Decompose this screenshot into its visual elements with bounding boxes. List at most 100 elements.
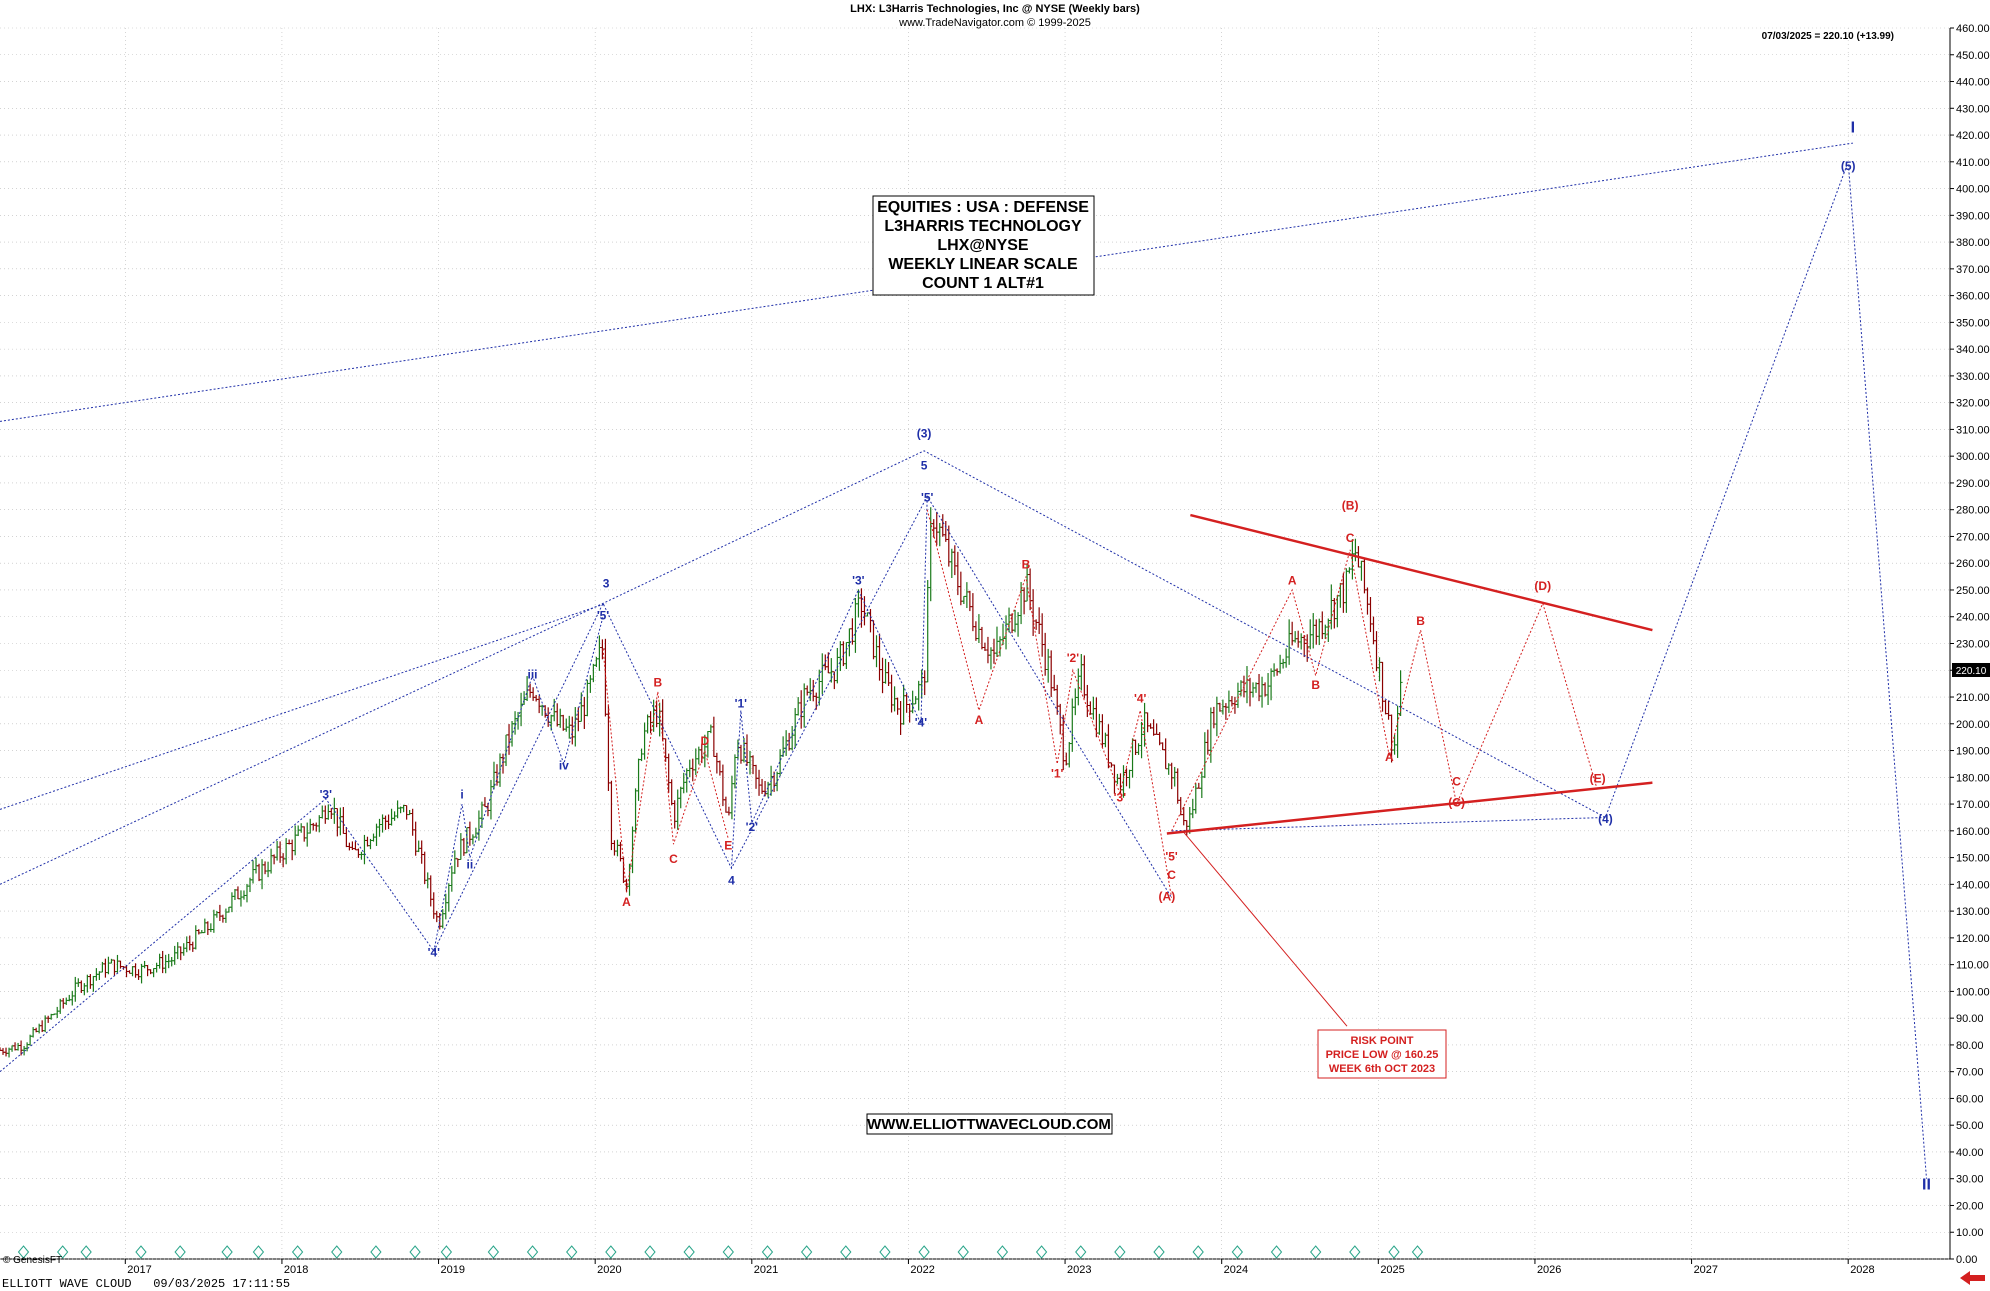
- y-tick-label: 260.00: [1956, 558, 1990, 570]
- earnings-marker-icon: [1270, 1245, 1283, 1259]
- earnings-marker-icon: [440, 1245, 453, 1259]
- earnings-marker-icon: [1310, 1245, 1322, 1259]
- y-tick-label: 370.00: [1956, 264, 1990, 276]
- wave-label: '4': [1134, 691, 1147, 705]
- blue-wave-path: [0, 495, 1172, 1073]
- y-tick-label: 180.00: [1956, 772, 1990, 784]
- price-bars: [0, 507, 1403, 1058]
- y-tick-label: 250.00: [1956, 585, 1990, 597]
- y-tick-label: 320.00: [1956, 398, 1990, 410]
- wave-label: II: [1922, 1176, 1931, 1193]
- risk-line: [1182, 830, 1348, 1027]
- earnings-marker-icon: [331, 1245, 343, 1259]
- y-tick-label: 10.00: [1956, 1227, 1984, 1239]
- wave-label: '5': [921, 491, 934, 505]
- last-price-note: 07/03/2025 = 220.10 (+13.99): [1762, 31, 1894, 42]
- y-tick-label: 80.00: [1956, 1040, 1984, 1052]
- wave-label: '3': [1114, 790, 1127, 804]
- y-tick-label: 430.00: [1956, 103, 1990, 115]
- earnings-marker-icon: [1035, 1245, 1048, 1259]
- earnings-marker-icon: [1075, 1245, 1087, 1259]
- last-price-tag: 220.10: [1952, 662, 1990, 677]
- y-tick-label: 200.00: [1956, 719, 1990, 731]
- y-tick-label: 210.00: [1956, 692, 1990, 704]
- wave-label: (3): [917, 426, 932, 440]
- y-tick-label: 40.00: [1956, 1147, 1984, 1159]
- y-tick-label: 460.00: [1956, 23, 1990, 35]
- y-tick-label: 380.00: [1956, 237, 1990, 249]
- blue-subwave-path: [433, 616, 604, 952]
- wave-label: 3: [603, 576, 610, 590]
- y-tick-label: 300.00: [1956, 451, 1990, 463]
- x-tick-label: 2028: [1850, 1264, 1874, 1276]
- earnings-marker-icon: [918, 1245, 930, 1259]
- wave-label: (A): [1159, 889, 1176, 903]
- y-tick-label: 120.00: [1956, 933, 1990, 945]
- y-tick-label: 290.00: [1956, 478, 1990, 490]
- earnings-marker-icon: [1349, 1245, 1361, 1259]
- wave-label: A: [1385, 750, 1394, 764]
- y-tick-label: 330.00: [1956, 371, 1990, 383]
- x-axis: 2017 2018 2019 2020 2021 2022 2023 2024 2025 2026…: [124, 1259, 1875, 1276]
- earnings-marker-icon: [840, 1245, 852, 1259]
- wave-label: D: [700, 734, 709, 748]
- website-box: WWW.ELLIOTTWAVECLOUD.COM: [866, 1113, 1113, 1135]
- earnings-marker-icon: [291, 1245, 304, 1259]
- wave-label: '4': [915, 715, 928, 729]
- earnings-marker-icon: [221, 1245, 233, 1259]
- wave-label: '3': [852, 574, 865, 588]
- earnings-marker-icon: [135, 1245, 147, 1259]
- wave-label: ii: [467, 857, 474, 871]
- wave-label: (4): [1598, 812, 1613, 826]
- earnings-marker-icon: [1411, 1245, 1424, 1259]
- x-tick-label: 2023: [1067, 1264, 1091, 1276]
- y-tick-label: 30.00: [1956, 1174, 1984, 1186]
- earnings-marker-icon: [17, 1245, 30, 1259]
- wave-label: '5': [597, 608, 610, 622]
- wave-label: (E): [1590, 772, 1606, 786]
- y-tick-label: 450.00: [1956, 50, 1990, 62]
- earnings-marker-icon: [370, 1245, 382, 1259]
- earnings-marker-icon: [1231, 1245, 1244, 1259]
- earnings-marker-icon: [957, 1245, 969, 1259]
- scroll-right-arrow-icon[interactable]: [1960, 1271, 1985, 1285]
- wave-label: B: [1311, 678, 1320, 692]
- y-tick-label: 420.00: [1956, 130, 1990, 142]
- earnings-marker-icon: [1114, 1245, 1126, 1259]
- wave-label: '2': [1067, 651, 1080, 665]
- info-line-4: WEEKLY LINEAR SCALE: [888, 256, 1078, 273]
- blue-channel-line: [0, 450, 1606, 885]
- x-tick-label: 2024: [1224, 1264, 1248, 1276]
- red-wave-path: [602, 648, 729, 893]
- risk-box: RISK POINT PRICE LOW @ 160.25 WEEK 6th O…: [1317, 1029, 1447, 1079]
- y-tick-label: 100.00: [1956, 986, 1990, 998]
- y-tick-label: 390.00: [1956, 210, 1990, 222]
- wave-label: (C): [1448, 796, 1465, 810]
- y-tick-label: 270.00: [1956, 531, 1990, 543]
- y-tick-label: 440.00: [1956, 77, 1990, 89]
- wave-label: B: [653, 675, 662, 689]
- wave-label: I: [1851, 119, 1855, 136]
- y-tick-label: 70.00: [1956, 1067, 1984, 1079]
- y-tick-label: 150.00: [1956, 853, 1990, 865]
- wave-label: iv: [559, 758, 569, 772]
- y-tick-label: 230.00: [1956, 639, 1990, 651]
- earnings-markers: [17, 1245, 1424, 1259]
- y-tick-label: 340.00: [1956, 344, 1990, 356]
- info-line-3: LHX@NYSE: [937, 237, 1029, 254]
- x-tick-label: 2018: [284, 1264, 308, 1276]
- earnings-marker-icon: [80, 1245, 92, 1259]
- y-tick-label: 240.00: [1956, 612, 1990, 624]
- risk-line-2: PRICE LOW @ 160.25: [1326, 1049, 1439, 1061]
- earnings-marker-icon: [409, 1245, 421, 1259]
- info-line-2: L3HARRIS TECHNOLOGY: [884, 218, 1082, 235]
- y-tick-label: 400.00: [1956, 184, 1990, 196]
- x-tick-label: 2017: [127, 1264, 151, 1276]
- wave-label: C: [1167, 868, 1176, 882]
- blue-projection-path: [1171, 161, 1928, 1179]
- y-tick-label: 0.00: [1956, 1254, 1977, 1266]
- x-tick-label: 2026: [1537, 1264, 1561, 1276]
- wave-labels: '3''4'iiiiiiiv'5'3ABCDE4'1''2''3''4''5'5…: [320, 119, 1931, 1193]
- wave-label: '5': [1165, 849, 1178, 863]
